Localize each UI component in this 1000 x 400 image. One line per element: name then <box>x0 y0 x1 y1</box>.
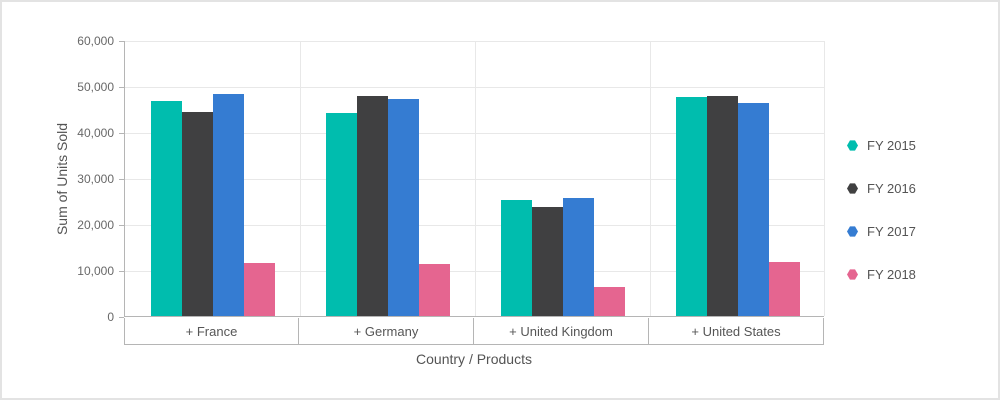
bar[interactable] <box>562 198 594 316</box>
legend-label: FY 2015 <box>867 138 916 153</box>
legend: FY 2015 FY 2016 FY 2017 FY 2018 <box>847 138 916 282</box>
plot-area <box>124 41 825 317</box>
legend-item[interactable]: FY 2017 <box>847 224 916 239</box>
bar[interactable] <box>675 97 707 316</box>
category-axis-band: + France + Germany + United Kingdom + Unite… <box>124 318 824 345</box>
bar[interactable] <box>737 103 769 316</box>
y-tick-label: 10,000 <box>77 264 114 278</box>
category-cell[interactable]: + United States <box>649 318 824 345</box>
h-gridline <box>125 133 824 134</box>
category-cell[interactable]: + United Kingdom <box>474 318 649 345</box>
v-gridline <box>475 41 476 316</box>
v-gridline <box>300 41 301 316</box>
y-tick-label: 60,000 <box>77 34 114 48</box>
legend-item[interactable]: FY 2018 <box>847 267 916 282</box>
bar[interactable] <box>243 263 275 316</box>
category-cell[interactable]: + France <box>124 318 299 345</box>
legend-marker-icon <box>847 226 858 237</box>
bar[interactable] <box>387 99 419 316</box>
bar[interactable] <box>706 96 738 316</box>
v-gridline <box>650 41 651 316</box>
legend-marker-icon <box>847 269 858 280</box>
bar[interactable] <box>500 200 532 316</box>
bar[interactable] <box>212 94 244 316</box>
y-tick-label: 20,000 <box>77 218 114 232</box>
h-gridline <box>125 271 824 272</box>
h-gridline <box>125 41 824 42</box>
bar[interactable] <box>356 96 388 316</box>
x-axis-title: Country / Products <box>416 351 532 367</box>
category-cell[interactable]: + Germany <box>299 318 474 345</box>
bar[interactable] <box>418 264 450 316</box>
y-axis-title: Sum of Units Sold <box>54 122 70 236</box>
legend-item[interactable]: FY 2015 <box>847 138 916 153</box>
legend-label: FY 2017 <box>867 224 916 239</box>
y-tick-label: 0 <box>107 310 114 324</box>
y-tick-label: 30,000 <box>77 172 114 186</box>
bar[interactable] <box>181 112 213 316</box>
legend-item[interactable]: FY 2016 <box>847 181 916 196</box>
y-tick-label: 50,000 <box>77 80 114 94</box>
legend-label: FY 2016 <box>867 181 916 196</box>
h-gridline <box>125 87 824 88</box>
legend-marker-icon <box>847 140 858 151</box>
bar[interactable] <box>531 207 563 316</box>
bar[interactable] <box>325 113 357 316</box>
bar[interactable] <box>150 101 182 316</box>
h-gridline <box>125 225 824 226</box>
v-gridline <box>824 41 825 316</box>
legend-label: FY 2018 <box>867 267 916 282</box>
y-tick-label: 40,000 <box>77 126 114 140</box>
bar[interactable] <box>768 262 800 316</box>
bar[interactable] <box>593 287 625 316</box>
h-gridline <box>125 179 824 180</box>
legend-marker-icon <box>847 183 858 194</box>
